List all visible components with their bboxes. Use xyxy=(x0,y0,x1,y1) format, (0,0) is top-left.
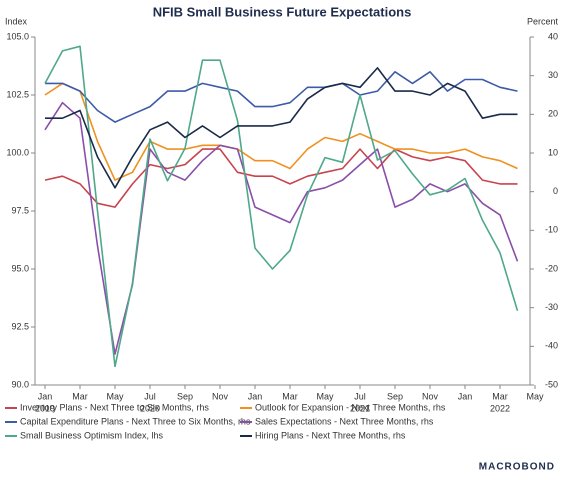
y2-tick-label: 20 xyxy=(548,109,558,119)
x-tick-label: Sep xyxy=(387,391,403,401)
x-year-label: 2021 xyxy=(350,403,370,413)
y-tick-label: 100.0 xyxy=(6,147,29,157)
legend-label: Capital Expenditure Plans - Next Three t… xyxy=(20,416,251,426)
x-tick-label: Jul xyxy=(144,391,156,401)
y2-tick-label: -50 xyxy=(545,379,558,389)
y2-tick-label: 10 xyxy=(548,147,558,157)
x-year-label: 2019 xyxy=(35,403,55,413)
legend-label: Small Business Optimism Index, lhs xyxy=(20,430,164,440)
x-tick-label: Mar xyxy=(492,391,508,401)
legend-label: Inventory Plans - Next Three to Six Mont… xyxy=(20,402,209,412)
x-tick-label: May xyxy=(526,391,544,401)
y-tick-label: 102.5 xyxy=(6,89,29,99)
x-tick-label: Mar xyxy=(282,391,298,401)
x-tick-label: Nov xyxy=(422,391,439,401)
x-tick-label: Nov xyxy=(212,391,229,401)
x-tick-label: Jan xyxy=(458,391,473,401)
y2-tick-label: 0 xyxy=(553,186,558,196)
source-logo: MACROBOND xyxy=(479,462,555,473)
x-year-label: 2020 xyxy=(140,403,160,413)
x-tick-label: May xyxy=(106,391,124,401)
x-tick-label: Mar xyxy=(72,391,88,401)
x-tick-label: Jan xyxy=(38,391,53,401)
y-axis-label: Index xyxy=(5,16,28,26)
x-tick-label: Sep xyxy=(177,391,193,401)
series-line xyxy=(45,67,518,189)
y-tick-label: 90.0 xyxy=(11,379,29,389)
legend-label: Sales Expectations - Next Three Months, … xyxy=(255,416,434,426)
x-tick-label: Jul xyxy=(354,391,366,401)
y2-tick-label: -30 xyxy=(545,302,558,312)
y2-tick-label: -40 xyxy=(545,341,558,351)
y-tick-label: 105.0 xyxy=(6,31,29,41)
x-tick-label: Jan xyxy=(248,391,263,401)
legend-label: Outlook for Expansion - Next Three Month… xyxy=(255,402,446,412)
y-tick-label: 92.5 xyxy=(11,321,29,331)
series-line xyxy=(44,82,518,181)
y2-tick-label: -20 xyxy=(545,263,558,273)
y2-tick-label: 40 xyxy=(548,31,558,41)
x-tick-label: May xyxy=(316,391,334,401)
series-line xyxy=(44,148,518,208)
y2-axis-label: Percent xyxy=(527,16,559,26)
series-line xyxy=(45,71,518,123)
y2-tick-label: 30 xyxy=(548,70,558,80)
series-line xyxy=(44,101,519,355)
legend-label: Hiring Plans - Next Three Months, rhs xyxy=(255,430,406,440)
series-line xyxy=(44,45,519,368)
x-year-label: 2022 xyxy=(490,403,510,413)
y-tick-label: 95.0 xyxy=(11,263,29,273)
chart-title: NFIB Small Business Future Expectations xyxy=(153,4,412,19)
y2-tick-label: -10 xyxy=(545,225,558,235)
y-tick-label: 97.5 xyxy=(11,205,29,215)
